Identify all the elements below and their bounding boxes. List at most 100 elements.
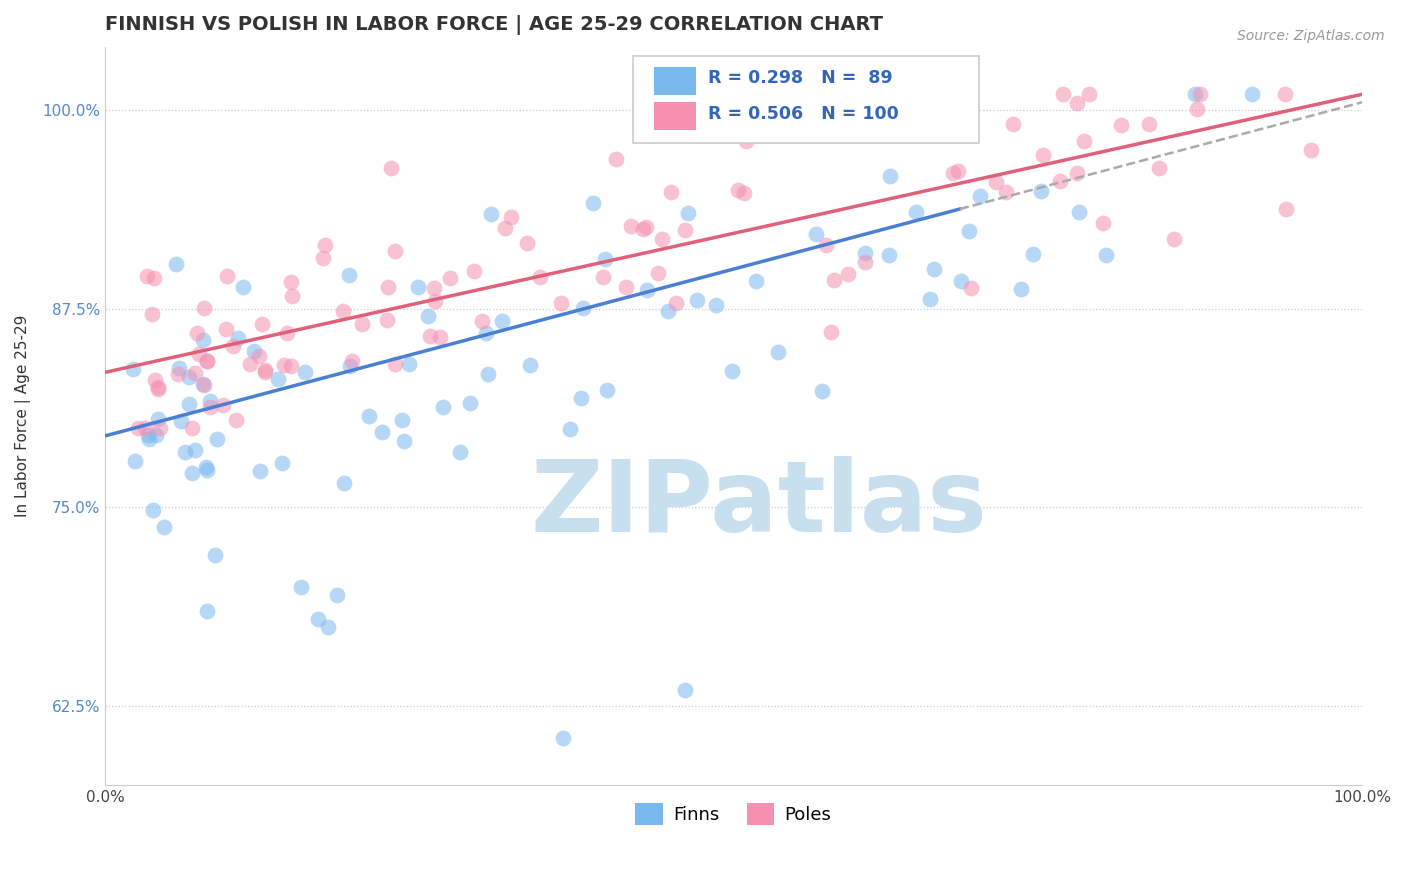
Point — [195, 354, 218, 368]
Point — [359, 409, 381, 423]
Point — [877, 248, 900, 262]
Point — [280, 275, 302, 289]
Point — [180, 421, 202, 435]
Point — [686, 293, 709, 308]
Point — [276, 326, 298, 340]
Point — [191, 376, 214, 391]
Point — [377, 280, 399, 294]
Point — [814, 238, 837, 252]
Point — [146, 382, 169, 396]
Text: R = 0.506   N = 100: R = 0.506 N = 100 — [709, 105, 898, 123]
Point — [142, 270, 165, 285]
Point — [141, 307, 163, 321]
Point — [384, 244, 406, 258]
Point — [273, 359, 295, 373]
Point — [423, 293, 446, 308]
Point — [193, 377, 215, 392]
Point — [200, 393, 222, 408]
Point — [145, 427, 167, 442]
Point — [463, 264, 485, 278]
Point — [673, 223, 696, 237]
Point — [432, 400, 454, 414]
FancyBboxPatch shape — [633, 55, 979, 143]
Point — [657, 303, 679, 318]
Point — [1274, 87, 1296, 102]
Point — [806, 227, 828, 241]
Point — [673, 683, 696, 698]
Point — [183, 366, 205, 380]
Point — [232, 280, 254, 294]
Point — [1022, 247, 1045, 261]
Point — [1049, 174, 1071, 188]
Point — [215, 268, 238, 283]
Point — [651, 231, 673, 245]
Point — [247, 350, 270, 364]
Text: FINNISH VS POLISH IN LABOR FORCE | AGE 25-29 CORRELATION CHART: FINNISH VS POLISH IN LABOR FORCE | AGE 2… — [105, 15, 883, 35]
Point — [253, 362, 276, 376]
Point — [820, 325, 842, 339]
Point — [127, 421, 149, 435]
Point — [1032, 148, 1054, 162]
Point — [294, 365, 316, 379]
Point — [173, 445, 195, 459]
Point — [212, 398, 235, 412]
Point — [1147, 161, 1170, 176]
Point — [136, 428, 159, 442]
Point — [994, 185, 1017, 199]
Point — [631, 222, 654, 236]
Point — [620, 219, 643, 234]
Point — [516, 235, 538, 250]
Point — [350, 317, 373, 331]
Point — [1094, 248, 1116, 262]
Point — [198, 400, 221, 414]
Point — [195, 463, 218, 477]
Point — [153, 520, 176, 534]
Point — [439, 271, 461, 285]
Point — [254, 365, 277, 379]
Point — [250, 317, 273, 331]
Point — [837, 268, 859, 282]
Point — [170, 414, 193, 428]
Point — [950, 114, 973, 128]
Point — [766, 345, 789, 359]
Point — [908, 120, 931, 134]
Point — [165, 257, 187, 271]
Point — [239, 357, 262, 371]
Point — [167, 361, 190, 376]
Point — [474, 326, 496, 340]
Point — [853, 255, 876, 269]
Point — [194, 460, 217, 475]
Point — [1010, 282, 1032, 296]
Text: R = 0.298   N =  89: R = 0.298 N = 89 — [709, 70, 893, 87]
Text: Source: ZipAtlas.com: Source: ZipAtlas.com — [1237, 29, 1385, 43]
Point — [1052, 87, 1074, 102]
Point — [942, 166, 965, 180]
Point — [312, 251, 335, 265]
Point — [391, 413, 413, 427]
Point — [316, 619, 339, 633]
Point — [1067, 205, 1090, 219]
Point — [249, 464, 271, 478]
Point — [720, 364, 742, 378]
Point — [1091, 216, 1114, 230]
Point — [314, 238, 336, 252]
Point — [148, 411, 170, 425]
Point — [665, 296, 688, 310]
Point — [449, 445, 471, 459]
Point — [558, 422, 581, 436]
Point — [375, 312, 398, 326]
Point — [186, 326, 208, 341]
Point — [614, 279, 637, 293]
Point — [636, 220, 658, 235]
Point — [195, 353, 218, 368]
Point — [905, 205, 928, 219]
Point — [879, 169, 901, 183]
Point — [193, 333, 215, 347]
Point — [1066, 165, 1088, 179]
Point — [636, 283, 658, 297]
Point — [339, 359, 361, 373]
Point — [592, 269, 614, 284]
Point — [422, 281, 444, 295]
Point — [1029, 185, 1052, 199]
Point — [184, 443, 207, 458]
